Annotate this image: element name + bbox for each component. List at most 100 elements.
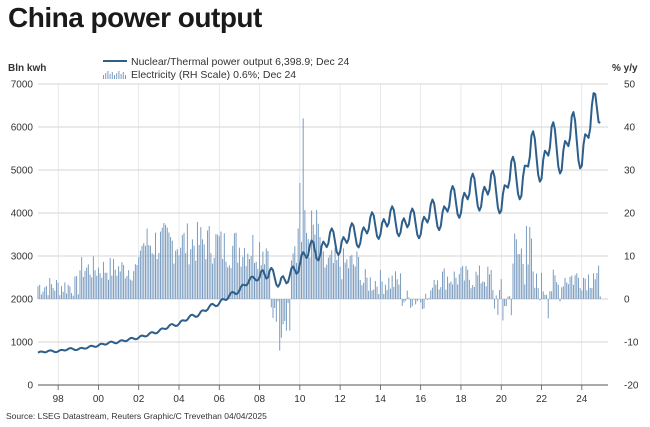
- bar: [561, 287, 563, 299]
- right-tick-label: 50: [624, 80, 636, 91]
- bar: [406, 290, 408, 299]
- bar: [532, 271, 534, 299]
- bar: [477, 275, 479, 299]
- bar: [119, 271, 121, 299]
- bar: [383, 293, 385, 299]
- bar: [252, 234, 254, 299]
- bar: [260, 265, 262, 299]
- bar: [564, 277, 566, 299]
- bar: [576, 273, 578, 299]
- bar: [341, 279, 343, 299]
- bar: [423, 299, 425, 309]
- bar: [50, 284, 52, 299]
- bar: [269, 268, 271, 299]
- legend-bar-tick: [107, 71, 109, 79]
- bar: [359, 280, 361, 299]
- bar: [472, 284, 474, 299]
- bar: [339, 266, 341, 299]
- bar: [442, 271, 444, 299]
- bar: [547, 299, 549, 319]
- bar: [44, 287, 46, 299]
- bar: [363, 282, 365, 299]
- bar: [448, 283, 450, 299]
- bar: [217, 234, 219, 299]
- bar: [541, 272, 543, 299]
- bar: [376, 286, 378, 299]
- right-axis-unit-label: % y/y: [612, 63, 638, 74]
- bar: [369, 277, 371, 299]
- bar: [581, 290, 583, 299]
- bar: [460, 267, 462, 299]
- legend-bar-tick: [122, 72, 124, 79]
- bar: [535, 273, 537, 299]
- bar: [285, 299, 287, 331]
- bar: [203, 244, 205, 299]
- bar: [400, 273, 402, 299]
- bar: [185, 253, 187, 299]
- bar: [556, 282, 558, 299]
- legend-bar-tick: [116, 73, 118, 79]
- bar: [87, 264, 89, 299]
- bar: [109, 257, 111, 299]
- bar: [124, 278, 126, 299]
- bar: [403, 299, 405, 303]
- bar: [574, 275, 576, 299]
- legend-bar-tick: [120, 74, 122, 79]
- bar: [329, 254, 331, 299]
- legend-bar-tick: [114, 75, 115, 79]
- bar: [181, 235, 183, 299]
- bar: [59, 295, 61, 299]
- bar: [55, 280, 57, 299]
- bar: [101, 277, 103, 299]
- bar: [196, 222, 198, 299]
- bar: [134, 264, 136, 299]
- bar: [175, 250, 177, 299]
- bar: [435, 284, 437, 299]
- bar: [495, 295, 497, 299]
- bar: [170, 237, 172, 299]
- bar: [393, 286, 395, 299]
- bar: [395, 271, 397, 299]
- bar: [455, 277, 457, 299]
- bar: [336, 259, 338, 299]
- bar: [582, 277, 584, 299]
- legend-label-line: Nuclear/Thermal power output 6,398.9; De…: [131, 56, 349, 68]
- bar: [319, 237, 321, 299]
- bar: [492, 290, 494, 299]
- bar: [233, 233, 235, 299]
- bar: [462, 265, 464, 299]
- right-tick-label: 40: [624, 123, 636, 134]
- bar: [396, 279, 398, 299]
- bar: [364, 269, 366, 299]
- axes: 01000200030004000500060007000-20-1001020…: [11, 80, 639, 406]
- bar: [284, 299, 286, 322]
- bar: [405, 299, 407, 301]
- bar: [66, 293, 68, 299]
- bar: [282, 299, 284, 325]
- legend-bar-swatch: [103, 71, 126, 79]
- bar: [156, 258, 158, 299]
- bar: [480, 283, 482, 299]
- bar: [113, 258, 115, 299]
- bar: [577, 277, 579, 299]
- legend-bar-tick: [125, 75, 126, 79]
- bar: [413, 299, 415, 300]
- bar: [389, 288, 391, 299]
- bar: [107, 279, 109, 299]
- bar: [524, 284, 526, 299]
- bar: [79, 270, 81, 299]
- bar: [598, 265, 600, 299]
- bar: [242, 256, 244, 299]
- bar: [138, 257, 140, 299]
- bar: [118, 266, 120, 299]
- legend-bar-tick: [109, 74, 111, 79]
- bar: [569, 276, 571, 299]
- bar: [195, 260, 197, 299]
- bar: [494, 299, 496, 309]
- bar: [349, 255, 351, 299]
- x-tick-label: 24: [576, 394, 588, 405]
- bar: [430, 290, 432, 299]
- bar: [240, 266, 242, 299]
- bar: [294, 246, 296, 299]
- line-path: [37, 92, 601, 354]
